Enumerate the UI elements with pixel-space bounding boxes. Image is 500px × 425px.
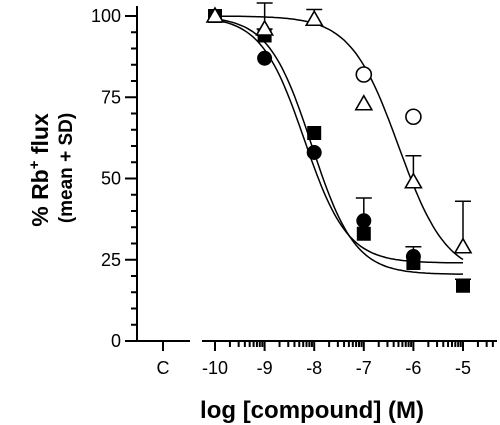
- y-tick-label: 100: [91, 6, 121, 26]
- axes: [125, 6, 497, 351]
- open-triangle-marker: [354, 94, 374, 111]
- y-axis-title-tail: flux: [27, 113, 53, 160]
- x-tick-label: -8: [306, 358, 322, 378]
- error-bars: [256, 2, 471, 286]
- x-control-label: C: [157, 358, 170, 378]
- open-triangle-marker: [404, 172, 423, 189]
- y-axis-subtitle: (mean + SD): [56, 113, 77, 223]
- filled-circle-marker: [306, 145, 322, 160]
- filled-square-marker: [307, 126, 322, 140]
- y-tick-label: 25: [101, 250, 121, 270]
- open-circle-marker: [405, 108, 422, 126]
- filled-square-marker: [356, 226, 371, 241]
- x-tick-label: -5: [455, 358, 471, 378]
- y-tick-label: 75: [101, 87, 121, 107]
- y-tick-label: 50: [101, 169, 121, 189]
- y-tick-label: 0: [111, 331, 121, 351]
- fit-curves: [214, 15, 464, 275]
- fit-curve: [215, 15, 464, 261]
- y-axis-title-sup: +: [26, 160, 43, 169]
- open-triangle-marker: [255, 19, 275, 36]
- open-triangle-marker: [304, 9, 324, 27]
- svg-text:% Rb+ flux: % Rb+ flux: [26, 113, 53, 227]
- open-triangle-marker: [453, 237, 473, 254]
- y-axis-title: % Rb+ flux: [26, 113, 53, 227]
- x-tick-label: -9: [257, 358, 273, 378]
- x-tick-label: -10: [202, 358, 228, 378]
- filled-square-marker: [456, 278, 470, 293]
- filled-circle-marker: [405, 249, 421, 264]
- open-triangle-marker: [205, 6, 225, 23]
- fit-curve: [214, 19, 463, 264]
- x-axis-title: log [compound] (M): [200, 397, 424, 424]
- open-circle-marker: [355, 66, 373, 83]
- y-axis-title-main: % Rb: [27, 169, 53, 227]
- x-tick-label: -6: [405, 358, 421, 378]
- x-tick-label: -7: [356, 358, 372, 378]
- data-points: [205, 6, 473, 293]
- filled-circle-marker: [257, 50, 273, 66]
- tick-labels: 0 25 50 75 100 C -10 -9 -8 -7 -6 -5: [91, 6, 471, 378]
- fit-curve: [214, 18, 463, 275]
- filled-circle-marker: [356, 213, 372, 229]
